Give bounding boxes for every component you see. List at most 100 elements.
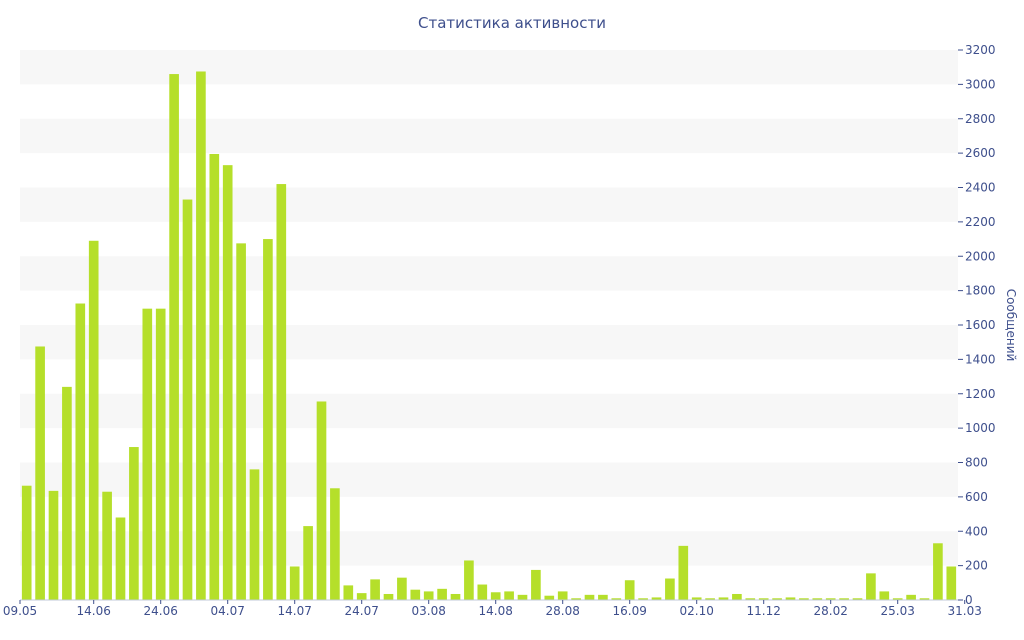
bar [785,597,796,600]
bar [732,593,742,600]
bar [450,593,461,600]
bar [718,597,729,600]
bar [678,545,689,600]
bar [852,598,863,600]
bar [531,569,541,600]
y-axis-ticks: 0 200 400 600 800 1000 1200 1400 1600 1800 2000 220… [958,43,996,607]
bar [222,165,233,600]
bar [397,577,407,600]
bar [933,543,943,600]
bar [638,598,648,600]
bar [691,597,702,600]
chart-title: Статистика активности [418,14,606,32]
bar [839,598,849,600]
y-tick-label: 3000 [965,77,996,91]
y-tick-label: 1200 [965,387,996,401]
y-tick-label: 200 [965,559,988,573]
bar [423,591,434,600]
bar [410,589,421,600]
bar [477,584,488,600]
bar [892,598,903,600]
bar [316,401,327,600]
bar [571,598,581,600]
y-tick-label: 2200 [965,215,996,229]
bar [48,490,59,600]
bar [383,593,394,600]
y-tick-label: 1800 [965,284,996,298]
x-tick-label: 14.08 [479,604,513,618]
bar [35,346,45,600]
bar [919,598,930,600]
y-tick-label: 0 [965,593,973,607]
y-tick-label: 1400 [965,352,996,366]
grid-band [20,187,958,222]
bar [88,240,99,600]
bar [263,239,273,600]
bar [289,566,300,600]
bar [129,447,139,600]
bar [879,591,890,600]
x-tick-label: 24.06 [144,604,178,618]
bar [330,488,340,600]
bar [758,598,769,600]
bar [504,591,514,600]
x-tick-label: 25.03 [881,604,915,618]
bar [906,594,916,600]
bar [75,303,86,600]
bar [490,592,501,600]
y-tick-label: 800 [965,456,988,470]
x-axis-ticks: 09.05 14.06 24.06 04.07 14.07 24.07 03.08 14.08… [3,600,982,618]
y-tick-label: 600 [965,490,988,504]
bar [946,566,957,600]
x-tick-label: 04.07 [211,604,245,618]
x-tick-label: 31.03 [948,604,982,618]
x-tick-label: 24.07 [345,604,379,618]
bar [665,578,675,600]
bar [196,71,206,600]
x-tick-label: 09.05 [3,604,37,618]
bar [142,308,153,600]
bar [866,573,876,600]
bar [799,598,809,600]
y-tick-label: 1600 [965,318,996,332]
bar [517,594,528,600]
bar [624,580,635,600]
bar [21,485,32,600]
bar [276,184,287,600]
bar [115,517,126,600]
x-tick-label: 28.02 [814,604,848,618]
bar [437,588,447,600]
bar [812,598,823,600]
grid-band [20,256,958,291]
bar [236,243,246,600]
bar [557,591,568,600]
bar [705,598,715,600]
x-tick-label: 16.09 [613,604,647,618]
bar [102,491,112,600]
bar [772,598,782,600]
y-tick-label: 2400 [965,181,996,195]
x-tick-label: 14.06 [77,604,111,618]
grid-band [20,50,958,85]
bar [544,595,555,600]
y-tick-label: 2600 [965,146,996,160]
bar [464,560,474,600]
bar [370,579,380,600]
bar [598,594,608,600]
bar [611,598,622,600]
y-tick-label: 3200 [965,43,996,57]
bar [62,386,72,600]
x-tick-label: 28.08 [546,604,580,618]
y-tick-label: 2000 [965,249,996,263]
bars [20,71,958,601]
bar [249,469,260,600]
bar [343,585,354,600]
y-axis-title: Сообщений [1004,289,1018,362]
x-tick-label: 11.12 [747,604,781,618]
x-tick-label: 14.07 [278,604,312,618]
bar [182,199,193,600]
bar [745,598,756,600]
x-tick-label: 02.10 [680,604,714,618]
bar [651,597,662,600]
